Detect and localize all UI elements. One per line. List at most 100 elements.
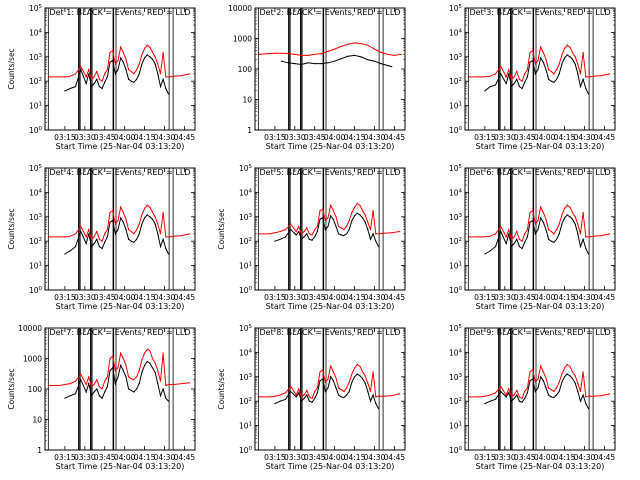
data-point-lld [579,233,582,235]
data-point-lld [518,78,521,80]
data-point-events [112,220,114,222]
y-tick-label: 101 [449,262,462,271]
data-point-events [377,407,380,410]
data-point-events [298,230,300,233]
data-point-events [316,392,318,394]
plot-frame [44,167,196,291]
data-point-events [112,367,114,369]
data-point-lld [556,229,558,231]
data-point-events [146,54,148,56]
data-point-events [558,233,560,235]
data-point-lld [529,371,531,373]
data-point-events [308,238,310,240]
x-tick-label: 04:00 [534,293,556,302]
data-point-lld [136,229,138,231]
data-point-lld [279,394,281,396]
data-point-events [101,247,103,250]
y-tick-label: 104 [29,28,43,37]
data-point-events [391,66,393,68]
data-point-events [90,395,93,397]
x-tick-label: 03:45 [304,453,326,462]
data-point-lld [542,51,544,54]
data-point-lld [356,363,358,366]
x-tick-label: 04:30 [364,453,386,462]
data-point-lld [114,370,116,372]
data-point-events [510,86,513,88]
data-point-lld [269,233,271,235]
x-axis-label: Start Time (25-Nar-04 03:13:20) [476,302,605,311]
y-tick-label: 102 [29,77,42,86]
data-point-lld [167,236,170,238]
data-point-events [69,395,71,397]
data-point-lld [367,44,369,46]
data-point-lld [601,235,603,237]
data-point-events [122,370,124,372]
data-point-lld [526,229,529,231]
data-point-events [98,395,100,397]
x-tick-label: 04:45 [174,453,196,462]
data-point-events [120,364,122,366]
data-point-events [98,86,100,88]
x-tick-label: 04:30 [574,133,596,142]
data-point-lld [548,229,550,231]
y-tick-label: 105 [449,324,463,333]
data-point-lld [500,65,502,68]
data-point-events [316,230,318,233]
data-point-events [585,247,587,250]
data-point-lld [48,236,50,238]
data-point-events [74,246,77,248]
data-point-events [550,396,552,398]
x-tick-label: 04:00 [324,293,346,302]
data-point-events [69,250,71,252]
data-point-lld [532,210,534,212]
data-point-events [571,218,574,220]
x-tick-label: 04:30 [154,133,176,142]
data-point-lld [574,56,576,58]
data-point-lld [524,233,526,235]
data-point-lld [534,223,537,225]
x-tick-label: 03:30 [494,453,516,462]
data-point-lld [513,236,515,238]
data-point-lld [387,53,389,56]
data-point-events [505,396,507,398]
data-point-lld [383,232,385,234]
data-point-lld [468,236,470,238]
data-point-lld [550,230,552,233]
data-point-lld [354,206,356,208]
data-point-lld [181,75,183,77]
data-point-lld [361,371,364,373]
data-point-lld [167,383,170,386]
data-point-lld [93,236,95,238]
data-point-events [537,387,539,389]
y-tick-label: 101 [29,102,42,111]
data-point-events [566,373,568,375]
y-tick-label: 100 [238,65,253,74]
y-tick-label: 101 [449,102,462,111]
data-point-lld [69,235,71,237]
data-point-events [93,243,95,245]
data-point-lld [189,73,191,75]
chart-title: Det 3: BLACK = Events, RED = LLD [470,8,611,17]
data-point-lld [93,383,95,386]
y-tick-label: 102 [239,237,252,246]
data-point-events [122,221,124,223]
data-point-events [489,86,491,88]
data-point-events [548,238,550,240]
data-point-events [307,62,309,64]
data-point-lld [479,396,481,398]
data-point-events [516,78,518,80]
data-point-lld [561,214,563,216]
data-point-lld [335,216,337,218]
data-point-lld [356,202,358,205]
data-point-events [346,394,348,396]
data-point-lld [165,236,167,238]
data-point-lld [582,211,584,214]
y-tick-label: 103 [449,373,463,382]
data-point-events [332,218,334,220]
x-tick-label: 03:45 [304,133,326,142]
data-point-events [508,73,510,75]
data-point-events [369,400,372,402]
data-point-lld [332,371,334,373]
data-point-lld [138,223,140,225]
data-point-events [534,390,537,393]
